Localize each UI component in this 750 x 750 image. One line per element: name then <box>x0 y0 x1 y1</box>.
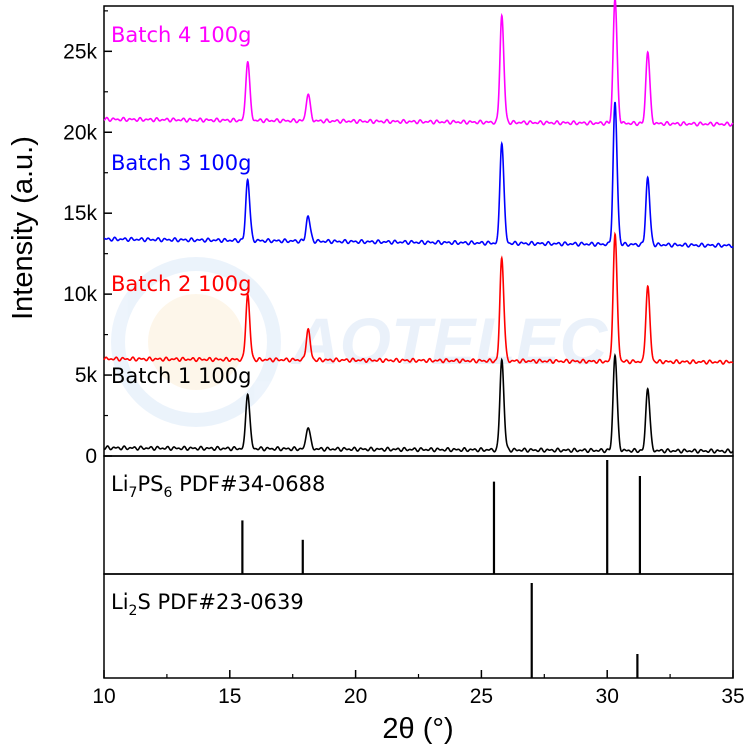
series-line-2 <box>103 231 734 365</box>
reference-2-label-main: Li <box>111 590 129 614</box>
y-tick-label: 20k <box>63 121 97 144</box>
reference-1-label-sub2: 6 <box>163 485 172 501</box>
y-axis-title: Intensity (a.u.) <box>7 136 39 320</box>
y-tick-label: 15k <box>63 202 97 225</box>
reference-1-label: Li7PS6 PDF#34-0688 <box>111 472 325 501</box>
series-line-3 <box>103 101 734 249</box>
series-line-1 <box>103 352 734 454</box>
watermark: AOTELEC <box>111 257 609 427</box>
series-labels: Batch 1 100g Batch 2 100g Batch 3 100g Batc… <box>111 23 252 388</box>
y-tick-label: 10k <box>63 283 97 306</box>
y-tick-label: 25k <box>63 40 97 63</box>
x-tick-label: 15 <box>218 685 241 708</box>
x-tick-label: 20 <box>344 685 367 708</box>
x-tick-label: 25 <box>470 685 493 708</box>
reference-2-label: Li2S PDF#23-0639 <box>111 590 304 619</box>
y-tick-label: 5k <box>75 364 98 387</box>
x-axis-title: 2θ (°) <box>382 713 453 745</box>
x-tick-label: 35 <box>721 685 744 708</box>
reference-1-label-sub1: 7 <box>129 485 138 501</box>
reference-1-label-mid: PS <box>137 472 163 496</box>
series-label-1: Batch 1 100g <box>111 364 252 388</box>
x-tick-label: 10 <box>92 685 115 708</box>
x-axis: 10 15 20 25 30 35 <box>92 670 745 708</box>
reference-2-label-mid: S <box>137 590 150 614</box>
series-group <box>103 0 734 454</box>
y-axis: 0 5k 10k 15k 20k 25k <box>63 10 112 468</box>
reference-sticks <box>241 460 642 678</box>
series-line-4 <box>103 0 734 127</box>
watermark-text: AOTELEC <box>290 304 609 378</box>
reference-2-label-tail: PDF#23-0639 <box>151 590 304 614</box>
series-label-2: Batch 2 100g <box>111 272 252 296</box>
y-tick-label: 0 <box>85 445 97 468</box>
reference-1-label-main: Li <box>111 472 129 496</box>
series-label-3: Batch 3 100g <box>111 151 252 175</box>
reference-2-label-sub1: 2 <box>129 603 138 619</box>
x-tick-label: 30 <box>596 685 619 708</box>
watermark-logo-core <box>148 294 244 390</box>
watermark-logo-ring <box>111 257 281 427</box>
reference-1-label-tail: PDF#34-0688 <box>172 472 325 496</box>
series-label-4: Batch 4 100g <box>111 23 252 47</box>
